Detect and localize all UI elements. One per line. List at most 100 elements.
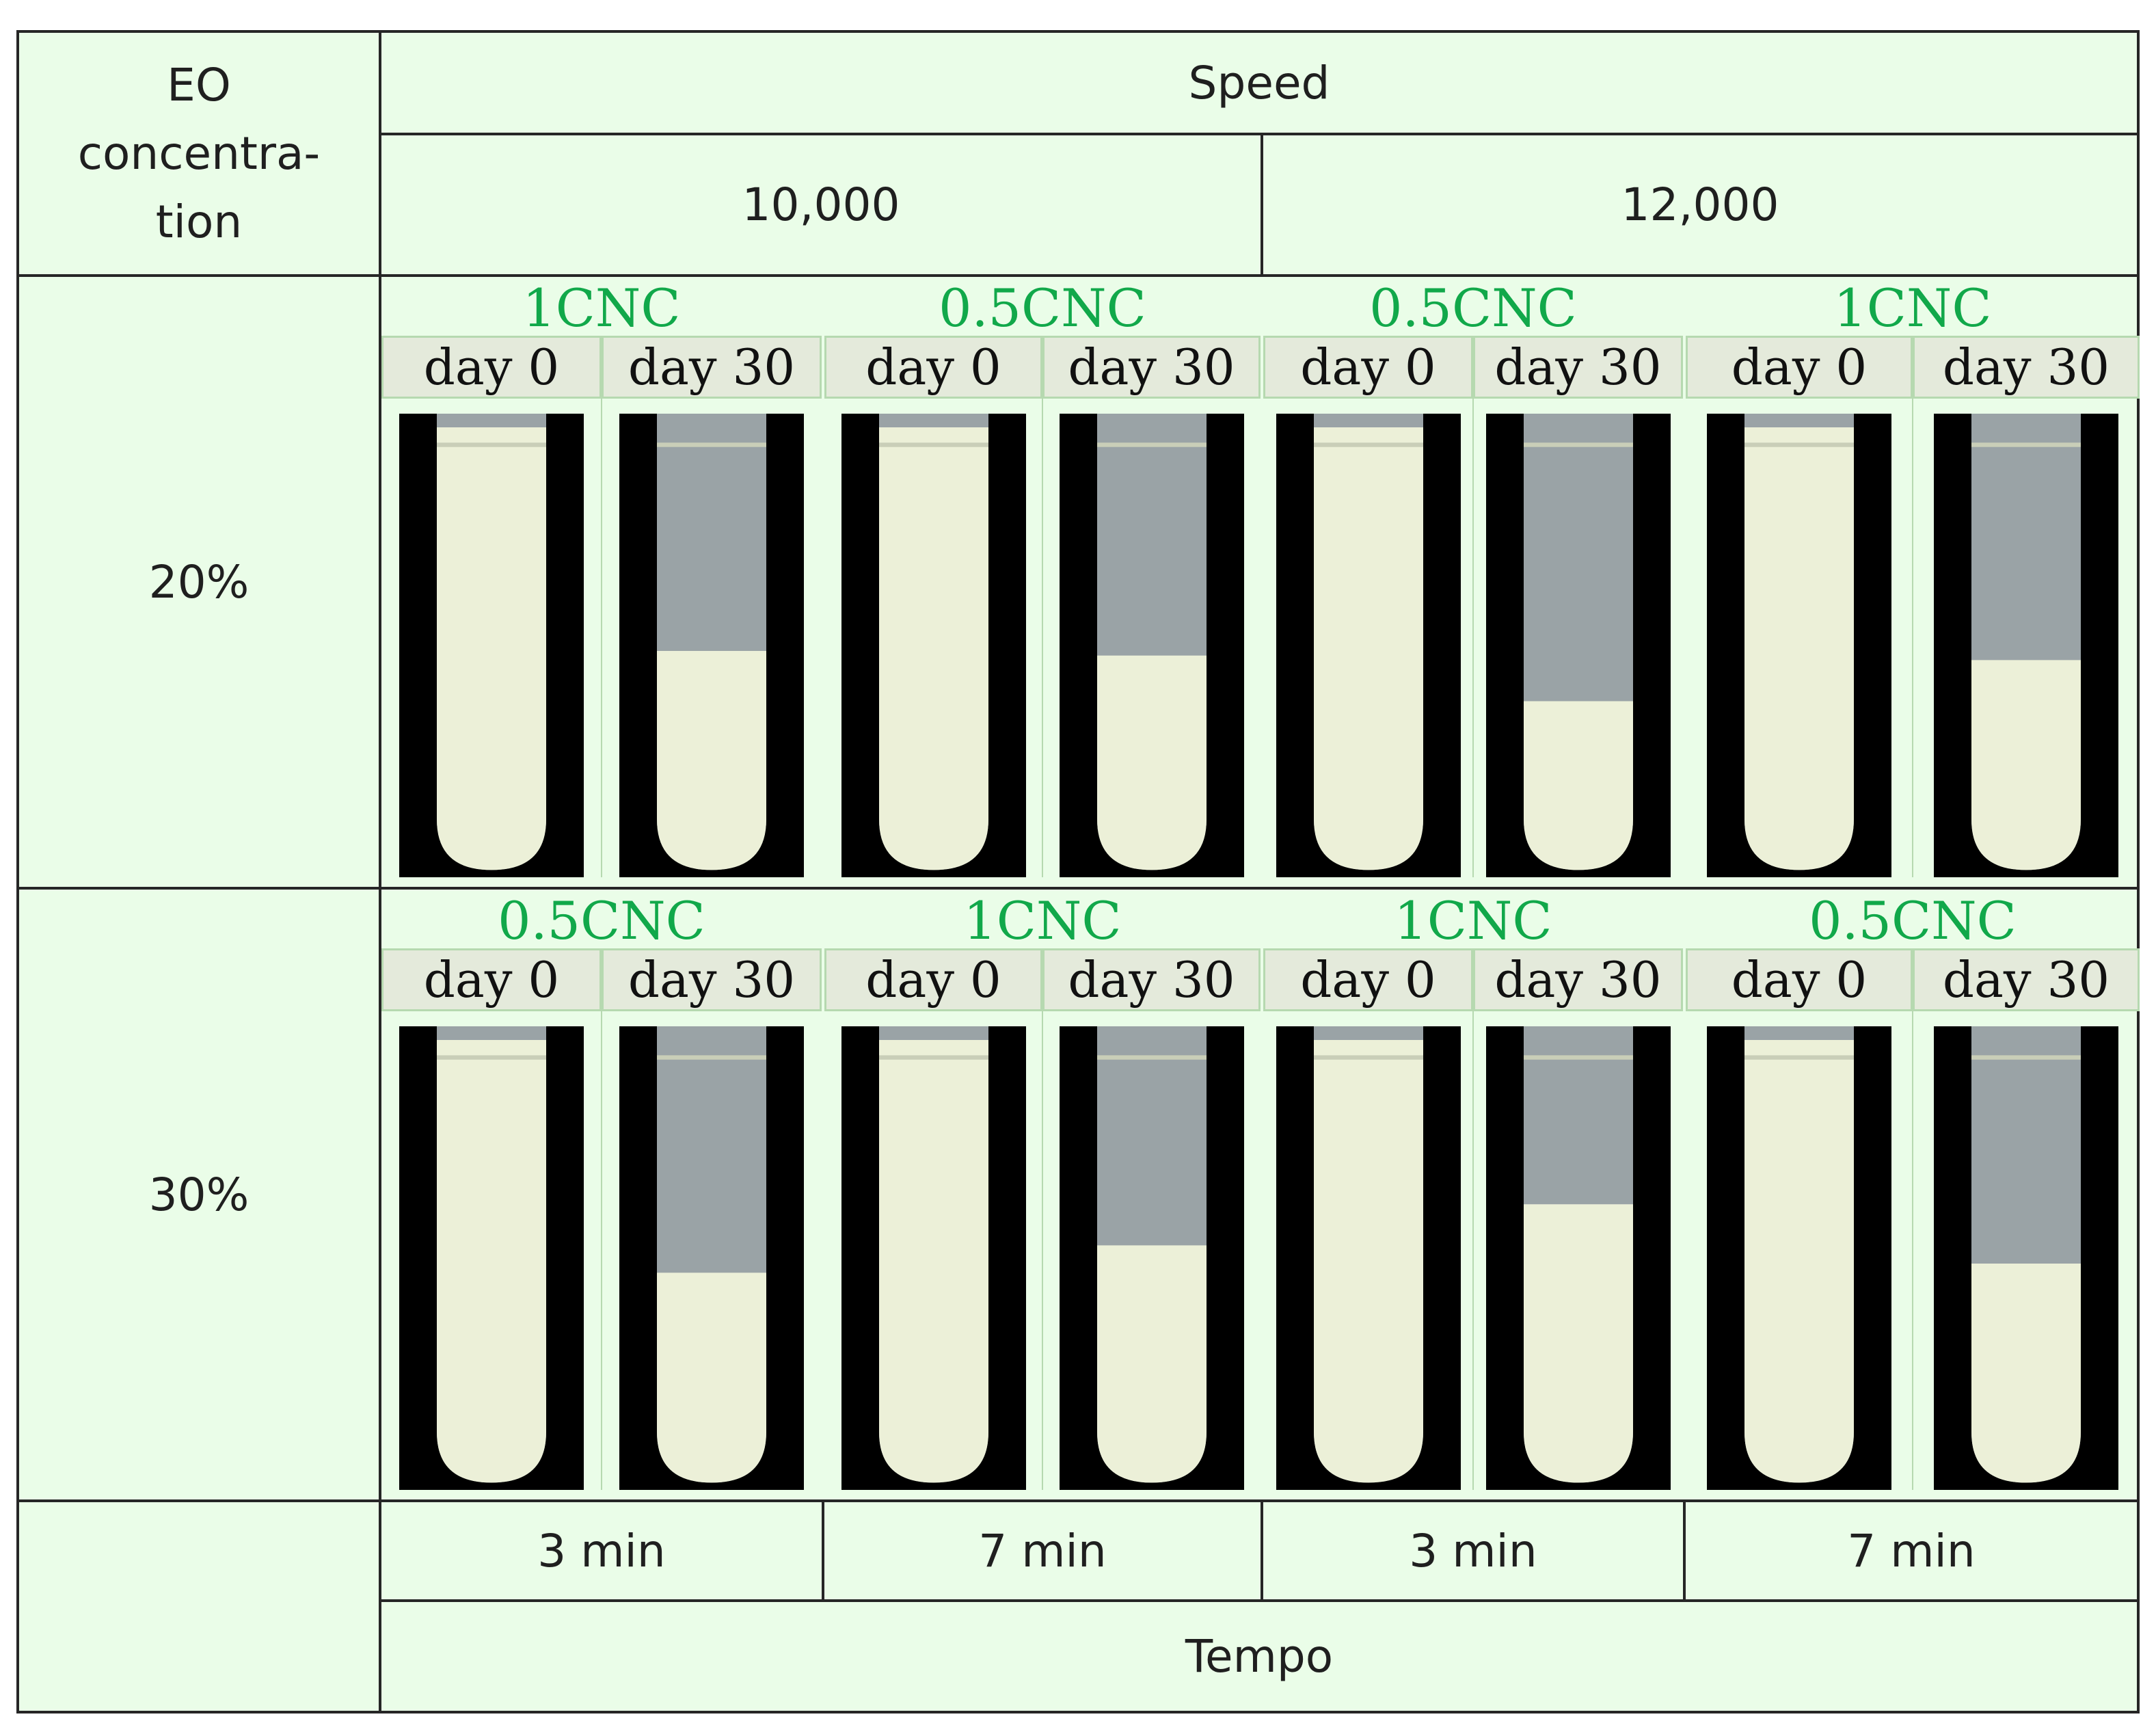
tube-photo-day-30	[1934, 414, 2118, 877]
tube-photo-day-30	[619, 1026, 804, 1490]
tube-rim	[1971, 1055, 2081, 1060]
cnc-label: 1CNC	[1833, 278, 1992, 338]
speed-header: Speed	[379, 30, 2140, 135]
day-label-bar: day 0 day 30	[1686, 336, 2140, 399]
test-tube-day-30	[1523, 1026, 1633, 1483]
tube-photo-day-30	[1059, 1026, 1244, 1490]
tube-photo-day-0	[1707, 1026, 1891, 1490]
cnc-label: 0.5CNC	[1809, 890, 2017, 951]
emulsion-fill	[878, 1040, 988, 1483]
speed-12000-header: 12,000	[1261, 133, 2140, 277]
cnc-label: 0.5CNC	[939, 278, 1146, 338]
day-separator	[1042, 336, 1043, 877]
day-label-bar: day 0 day 30	[824, 948, 1261, 1011]
test-tube-day-30	[1096, 1026, 1207, 1483]
emulsion-fill	[1744, 1040, 1854, 1483]
tube-rim	[1744, 442, 1854, 447]
day-30-label: day 30	[1913, 948, 2140, 1011]
tube-photo-day-30	[1059, 414, 1244, 877]
cnc-label: 0.5CNC	[498, 890, 705, 951]
test-tube-day-0	[878, 414, 988, 870]
tube-rim	[878, 442, 988, 447]
day-separator	[1472, 336, 1474, 877]
tube-rim	[1523, 442, 1633, 447]
speed-10000-header: 10,000	[379, 133, 1263, 277]
test-tube-day-0	[1313, 1026, 1423, 1483]
emulsion-fill	[1744, 427, 1854, 870]
row-label-20: 20%	[16, 274, 381, 890]
cnc-label: 1CNC	[963, 890, 1122, 951]
tube-photo-day-30	[1485, 1026, 1671, 1490]
sample-block: 1CNC day 0 day 30	[1686, 277, 2140, 887]
day-0-label: day 0	[1686, 336, 1913, 399]
sample-block: 1CNC day 0 day 30	[824, 890, 1261, 1499]
day-30-label: day 30	[1473, 948, 1683, 1011]
tube-rim	[1313, 1055, 1423, 1060]
emulsion-fill	[1523, 1204, 1633, 1483]
day-30-label: day 30	[1042, 336, 1261, 399]
day-0-label: day 0	[381, 336, 602, 399]
tube-rim	[657, 442, 766, 447]
tube-photo-day-0	[1276, 1026, 1461, 1490]
emulsion-fill	[1313, 1040, 1423, 1483]
sample-block: 0.5CNC day 0 day 30	[381, 890, 822, 1499]
day-0-label: day 0	[824, 336, 1042, 399]
day-separator	[1912, 948, 1913, 1490]
tube-rim	[1744, 1055, 1854, 1060]
day-separator	[1042, 948, 1043, 1490]
sample-block: 0.5CNC day 0 day 30	[1263, 277, 1683, 887]
tube-photo-day-0	[841, 1026, 1026, 1490]
test-tube-day-0	[878, 1026, 988, 1483]
test-tube-day-30	[1971, 1026, 2081, 1483]
test-tube-day-30	[1971, 414, 2081, 870]
test-tube-day-30	[657, 414, 766, 870]
tube-rim	[1096, 442, 1207, 447]
day-label-bar: day 0 day 30	[1686, 948, 2140, 1011]
time-cell-1: 3 min	[379, 1499, 824, 1602]
tube-photo-day-30	[619, 414, 804, 877]
tube-rim	[1313, 442, 1423, 447]
emulsion-fill	[437, 427, 546, 870]
test-tube-day-30	[657, 1026, 766, 1483]
time-cell-2: 7 min	[822, 1499, 1263, 1602]
day-separator	[601, 336, 602, 877]
tube-photo-day-0	[841, 414, 1026, 877]
time-cell-3: 3 min	[1261, 1499, 1686, 1602]
footer-empty-cell	[16, 1499, 381, 1713]
day-30-label: day 30	[602, 336, 822, 399]
tube-rim	[878, 1055, 988, 1060]
test-tube-day-0	[1744, 414, 1854, 870]
emulsion-fill	[1523, 701, 1633, 870]
tube-photo-day-30	[1485, 414, 1671, 877]
time-cell-4: 7 min	[1683, 1499, 2140, 1602]
day-30-label: day 30	[1042, 948, 1261, 1011]
eo-concentration-header: EO concentra- tion	[16, 30, 381, 277]
tube-rim	[657, 1055, 766, 1060]
test-tube-day-0	[1744, 1026, 1854, 1483]
day-separator	[601, 948, 602, 1490]
test-tube-day-0	[437, 1026, 546, 1483]
day-0-label: day 0	[824, 948, 1042, 1011]
tube-rim	[1971, 442, 2081, 447]
tube-photo-day-0	[399, 414, 584, 877]
day-label-bar: day 0 day 30	[1263, 948, 1683, 1011]
day-30-label: day 30	[1913, 336, 2140, 399]
test-tube-day-0	[437, 414, 546, 870]
tube-photo-day-30	[1934, 1026, 2118, 1490]
day-separator	[1912, 336, 1913, 877]
emulsion-fill	[1971, 1264, 2081, 1483]
cnc-label: 1CNC	[522, 278, 681, 338]
tube-rim	[437, 442, 546, 447]
day-label-bar: day 0 day 30	[381, 336, 822, 399]
emulsion-fill	[1313, 427, 1423, 870]
tube-rim	[1523, 1055, 1633, 1060]
tempo-label: Tempo	[379, 1599, 2140, 1713]
day-0-label: day 0	[1263, 948, 1473, 1011]
day-30-label: day 30	[602, 948, 822, 1011]
day-label-bar: day 0 day 30	[381, 948, 822, 1011]
tube-photo-day-0	[399, 1026, 584, 1490]
emulsion-fill	[1096, 655, 1207, 870]
day-0-label: day 0	[1263, 336, 1473, 399]
tube-rim	[1096, 1055, 1207, 1060]
day-label-bar: day 0 day 30	[1263, 336, 1683, 399]
